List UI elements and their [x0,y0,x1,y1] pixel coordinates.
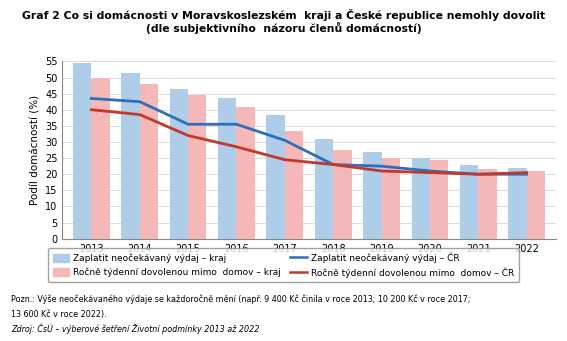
Bar [363,152,382,239]
Bar [430,160,448,239]
Y-axis label: Podíl domácností (%): Podíl domácností (%) [31,95,41,205]
Legend: Zaplatit neočekávaný výdaj – kraj, Ročně týdenní dovolenou mimo  domov – kraj, Z: Zaplatit neočekávaný výdaj – kraj, Ročně… [48,248,519,282]
Text: Pozn.: Výše neočekávaného výdaje se každoročně mění (např. 9 400 Kč činila v roc: Pozn.: Výše neočekávaného výdaje se každ… [11,295,471,305]
Bar [333,150,352,239]
Bar [382,158,400,239]
Bar [412,158,430,239]
Bar [479,169,497,239]
Text: Zdroj: ČsÚ – výberové šetření Životní podmínky 2013 až 2022: Zdroj: ČsÚ – výberové šetření Životní po… [11,323,260,334]
Text: 13 600 Kč v roce 2022).: 13 600 Kč v roce 2022). [11,310,107,318]
Bar [285,131,303,239]
Text: Graf 2 Co si domácnosti v Moravskoslezském  kraji a České republice nemohly dovo: Graf 2 Co si domácnosti v Moravskoslezsk… [22,9,545,20]
Bar [121,73,139,239]
Bar [508,168,527,239]
Bar [73,63,91,239]
Bar [236,106,255,239]
Bar [315,139,333,239]
Text: (dle subjektivního  názoru členů domácností): (dle subjektivního názoru členů domácnos… [146,22,421,34]
Bar [91,77,110,239]
Bar [139,84,158,239]
Bar [188,95,206,239]
Bar [266,115,285,239]
Bar [527,171,545,239]
Bar [170,89,188,239]
Bar [460,165,479,239]
Bar [218,99,236,239]
